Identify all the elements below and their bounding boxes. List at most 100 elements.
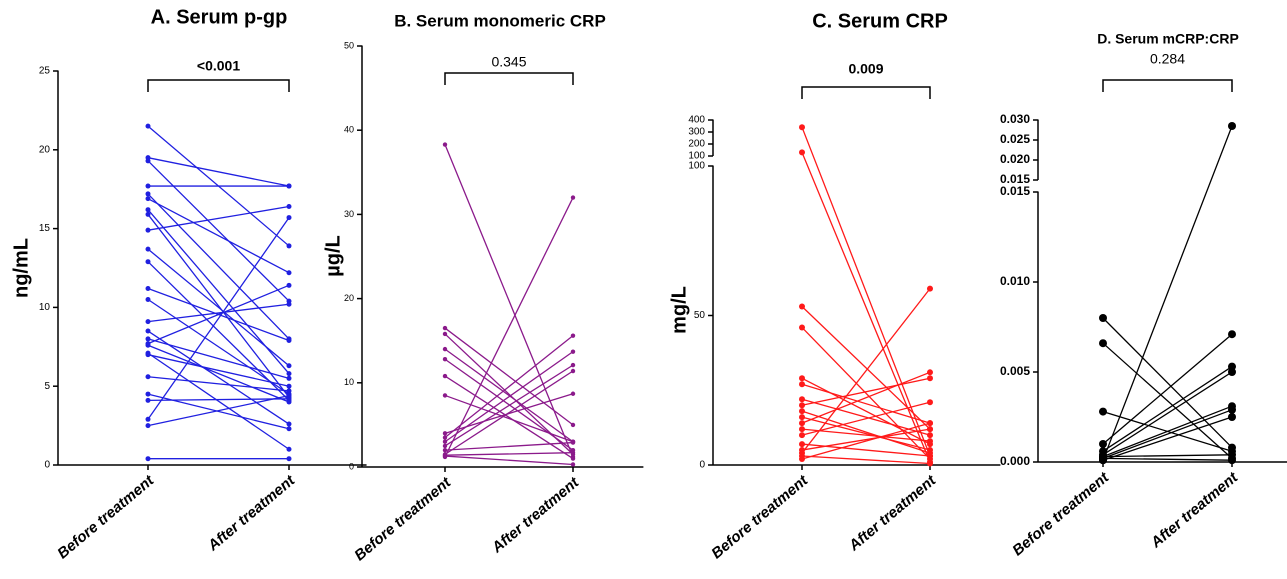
pair-line bbox=[147, 344, 290, 403]
point bbox=[286, 446, 292, 452]
point bbox=[286, 337, 292, 343]
point bbox=[570, 362, 576, 368]
pair-line bbox=[444, 394, 574, 443]
point bbox=[927, 420, 933, 427]
pair-line bbox=[147, 298, 290, 395]
point bbox=[570, 333, 576, 338]
pair-line bbox=[444, 441, 574, 451]
point bbox=[442, 325, 448, 331]
point bbox=[145, 352, 151, 358]
x-tick-label: Before treatment bbox=[708, 471, 812, 562]
pair-line bbox=[444, 370, 574, 455]
pair-line bbox=[801, 428, 931, 451]
y-tick-label: 0.005 bbox=[1000, 364, 1030, 378]
point bbox=[799, 456, 805, 463]
panel-title: D. Serum mCRP:CRP bbox=[1097, 31, 1239, 47]
y-tick-label: 15 bbox=[39, 223, 51, 234]
y-tick-label: 100 bbox=[688, 161, 705, 172]
point bbox=[442, 431, 448, 436]
pair-line bbox=[801, 422, 931, 460]
y-tick-label: 0.025 bbox=[1000, 132, 1030, 146]
pair-line bbox=[1102, 416, 1233, 461]
point bbox=[927, 375, 933, 382]
pair-line bbox=[147, 157, 290, 187]
point bbox=[286, 456, 292, 462]
point bbox=[927, 285, 933, 292]
point bbox=[286, 243, 292, 249]
y-axis-label: mg/L bbox=[668, 286, 690, 334]
pair-line bbox=[147, 303, 290, 323]
point bbox=[442, 346, 448, 352]
point bbox=[286, 383, 292, 389]
pair-line bbox=[1102, 366, 1233, 452]
point bbox=[145, 319, 151, 325]
pair-line bbox=[801, 416, 931, 451]
point bbox=[927, 447, 933, 454]
point bbox=[799, 124, 805, 131]
pair-line bbox=[1102, 454, 1233, 458]
point bbox=[1099, 339, 1107, 348]
point bbox=[799, 420, 805, 427]
y-tick-label: 10 bbox=[344, 377, 354, 387]
point bbox=[286, 426, 292, 432]
point bbox=[799, 381, 805, 388]
point bbox=[145, 158, 151, 164]
significance-bracket bbox=[1102, 79, 1233, 92]
x-tick-label: Before treatment bbox=[54, 471, 158, 562]
point bbox=[442, 435, 448, 440]
point bbox=[799, 408, 805, 415]
point bbox=[1228, 405, 1236, 414]
y-axis-label: µg/L bbox=[322, 235, 344, 277]
point bbox=[286, 215, 292, 221]
point bbox=[570, 440, 576, 445]
point bbox=[145, 196, 151, 202]
y-tick-label: 20 bbox=[39, 144, 51, 155]
pair-line bbox=[147, 352, 290, 450]
pair-line bbox=[444, 364, 574, 447]
pair-line bbox=[801, 401, 931, 436]
pair-line bbox=[147, 376, 290, 392]
pair-line bbox=[147, 338, 290, 379]
pair-line bbox=[147, 248, 290, 367]
point bbox=[570, 422, 576, 428]
y-tick-label: 200 bbox=[688, 139, 705, 150]
point bbox=[145, 211, 151, 217]
point bbox=[1099, 407, 1107, 416]
pair-line bbox=[1102, 317, 1233, 449]
point bbox=[799, 375, 805, 382]
point bbox=[927, 432, 933, 439]
pair-line bbox=[1102, 405, 1233, 458]
pair-line bbox=[444, 348, 574, 443]
pair-line bbox=[801, 410, 931, 454]
pair-line bbox=[147, 193, 290, 340]
point bbox=[286, 421, 292, 427]
y-tick-label: 0 bbox=[349, 461, 354, 471]
significance-bracket bbox=[147, 79, 290, 92]
y-tick-label: 20 bbox=[344, 293, 354, 303]
pair-line bbox=[801, 377, 931, 406]
point bbox=[1228, 413, 1236, 421]
y-tick-label: 0 bbox=[699, 460, 705, 471]
x-tick-label: After treatment bbox=[488, 473, 583, 556]
pair-line bbox=[444, 452, 574, 456]
x-tick-label: After treatment bbox=[845, 471, 940, 554]
y-tick-label: 30 bbox=[344, 209, 354, 219]
pair-line bbox=[801, 383, 931, 424]
x-tick-label: After treatment bbox=[204, 471, 299, 554]
point bbox=[1099, 454, 1107, 463]
pair-line bbox=[1102, 457, 1233, 461]
point bbox=[286, 204, 292, 210]
point bbox=[442, 439, 448, 444]
point bbox=[145, 246, 151, 252]
point bbox=[145, 397, 151, 403]
pair-line bbox=[444, 327, 574, 426]
point bbox=[1228, 330, 1236, 339]
point bbox=[145, 423, 151, 429]
pair-line bbox=[801, 126, 931, 457]
pair-line bbox=[801, 371, 931, 424]
point bbox=[927, 426, 933, 433]
pair-line bbox=[147, 398, 290, 402]
pair-line bbox=[147, 214, 290, 398]
pair-line bbox=[801, 288, 931, 454]
